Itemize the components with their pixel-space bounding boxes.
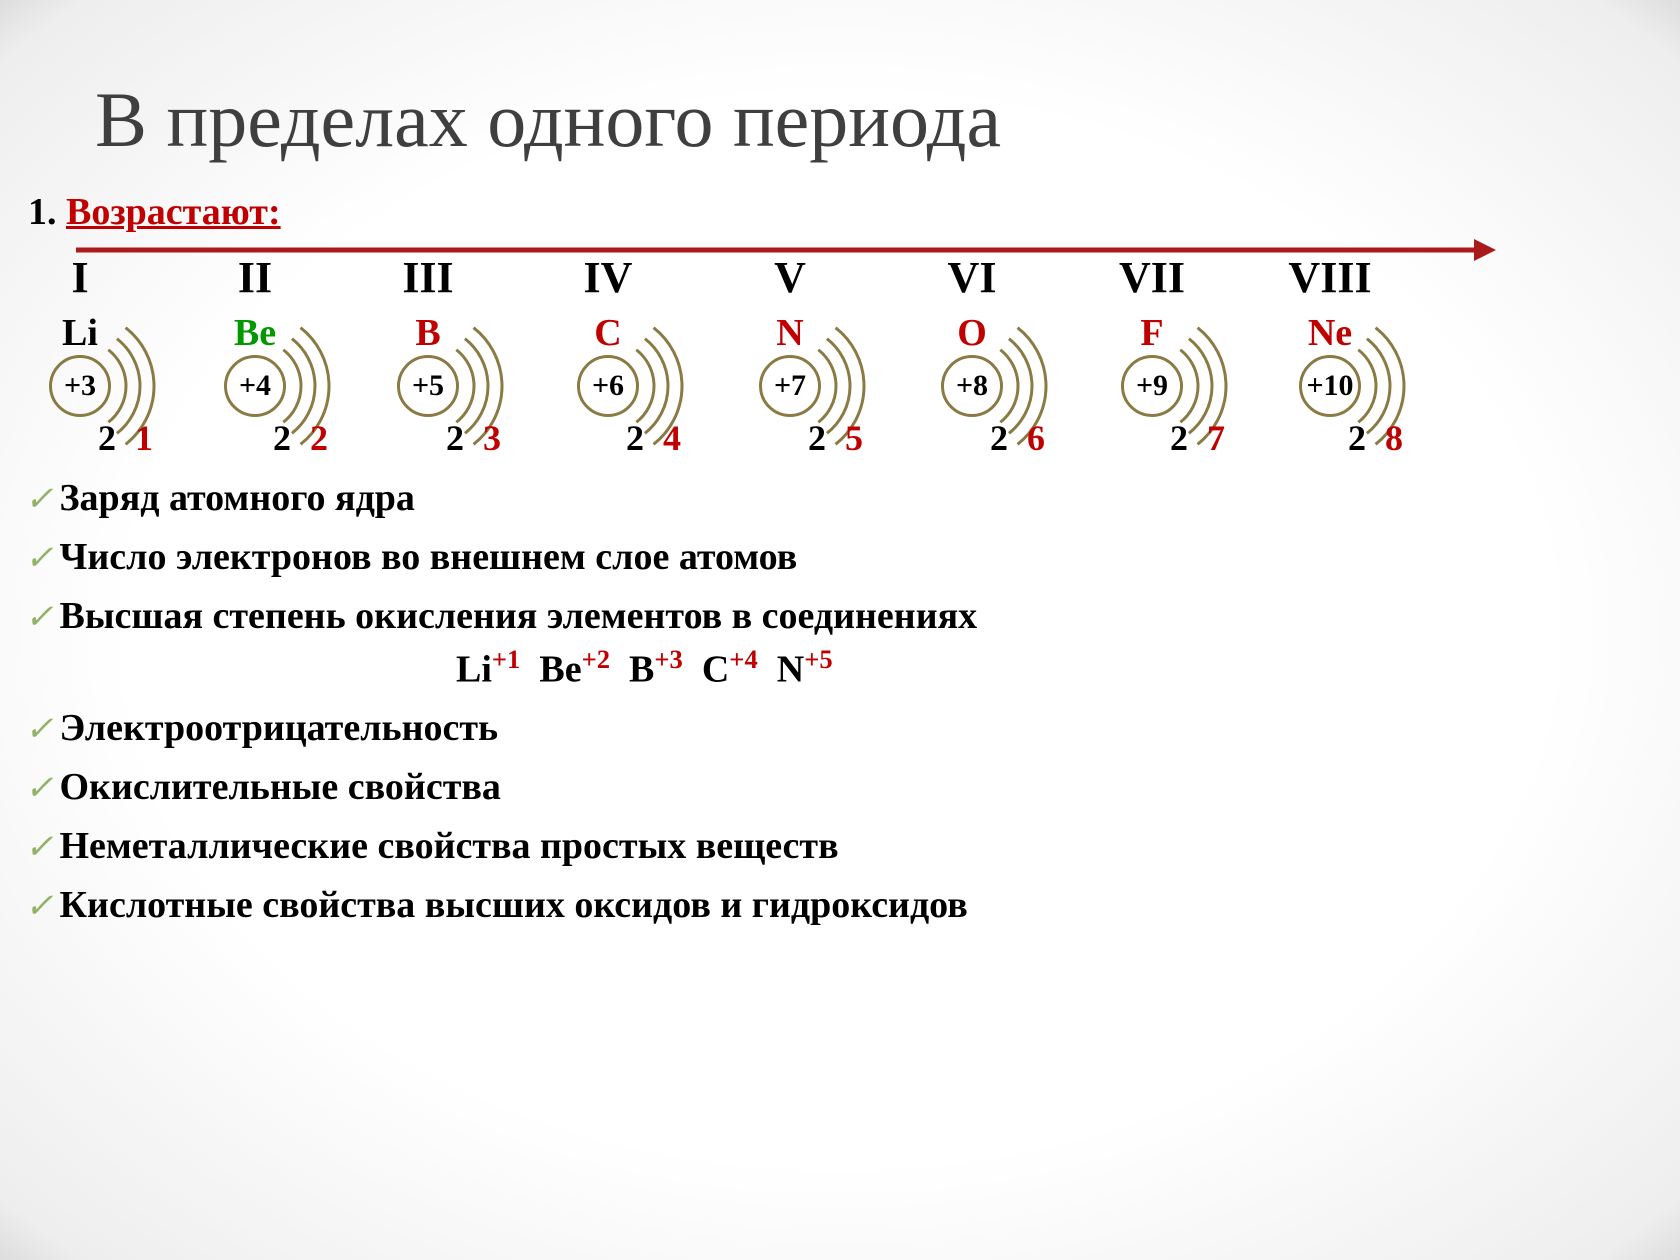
shell-inner-count: 2	[446, 417, 464, 459]
group-label: III	[368, 252, 488, 303]
bullet-item: ✓Неметаллические свойства простых вещест…	[25, 818, 968, 875]
check-icon: ✓	[25, 763, 54, 814]
slide-title: В пределах одного периода	[95, 75, 1001, 165]
shell-outer-count: 3	[483, 417, 501, 459]
bullet-text: Заряд атомного ядра	[60, 470, 415, 527]
group-label: VI	[912, 252, 1032, 303]
check-icon: ✓	[25, 533, 54, 584]
atoms-row: +3+4+5+6+7+8+9+10	[0, 349, 1680, 424]
shell-outer-count: 8	[1385, 417, 1403, 459]
group-label: V	[730, 252, 850, 303]
check-icon: ✓	[25, 881, 54, 932]
check-icon: ✓	[25, 592, 54, 643]
group-label: VIII	[1270, 252, 1390, 303]
shell-inner-count: 2	[98, 417, 116, 459]
subtitle-text: Возрастают:	[66, 191, 281, 233]
bullets-block-2: ✓Электроотрицательность✓Окислительные св…	[25, 700, 968, 936]
group-label: IV	[548, 252, 668, 303]
shell-outer-count: 2	[310, 417, 328, 459]
bullet-text: Окислительные свойства	[60, 759, 501, 816]
shell-outer-count: 4	[663, 417, 681, 459]
bullet-item: ✓Высшая степень окисления элементов в со…	[25, 588, 977, 645]
bullet-text: Кислотные свойства высших оксидов и гидр…	[60, 877, 968, 934]
shell-inner-count: 2	[273, 417, 291, 459]
group-label: I	[20, 252, 140, 303]
check-icon: ✓	[25, 822, 54, 873]
bullet-item: ✓Кислотные свойства высших оксидов и гид…	[25, 877, 968, 934]
shell-outer-count: 1	[135, 417, 153, 459]
group-label: II	[195, 252, 315, 303]
shell-outer-count: 5	[845, 417, 863, 459]
shell-inner-count: 2	[1170, 417, 1188, 459]
shell-inner-count: 2	[1348, 417, 1366, 459]
check-icon: ✓	[25, 474, 54, 525]
check-icon: ✓	[25, 704, 54, 755]
shell-inner-count: 2	[626, 417, 644, 459]
bullet-item: ✓Заряд атомного ядра	[25, 470, 977, 527]
bullets-block-1: ✓Заряд атомного ядра✓Число электронов во…	[25, 470, 977, 647]
subtitle-number: 1.	[28, 191, 57, 233]
bullet-text: Высшая степень окисления элементов в сое…	[60, 588, 978, 645]
shell-outer-count: 7	[1207, 417, 1225, 459]
oxidation-formula: Li+1 Be+2 B+3 C+4 N+5	[456, 644, 833, 692]
shell-outer-count: 6	[1027, 417, 1045, 459]
bullet-item: ✓Число электронов во внешнем слое атомов	[25, 529, 977, 586]
group-label: VII	[1092, 252, 1212, 303]
bullet-text: Электроотрицательность	[60, 700, 499, 757]
shell-inner-count: 2	[990, 417, 1008, 459]
bullet-text: Неметаллические свойства простых веществ	[60, 818, 839, 875]
shell-inner-count: 2	[808, 417, 826, 459]
bullet-item: ✓Окислительные свойства	[25, 759, 968, 816]
bullet-text: Число электронов во внешнем слое атомов	[60, 529, 798, 586]
bullet-item: ✓Электроотрицательность	[25, 700, 968, 757]
